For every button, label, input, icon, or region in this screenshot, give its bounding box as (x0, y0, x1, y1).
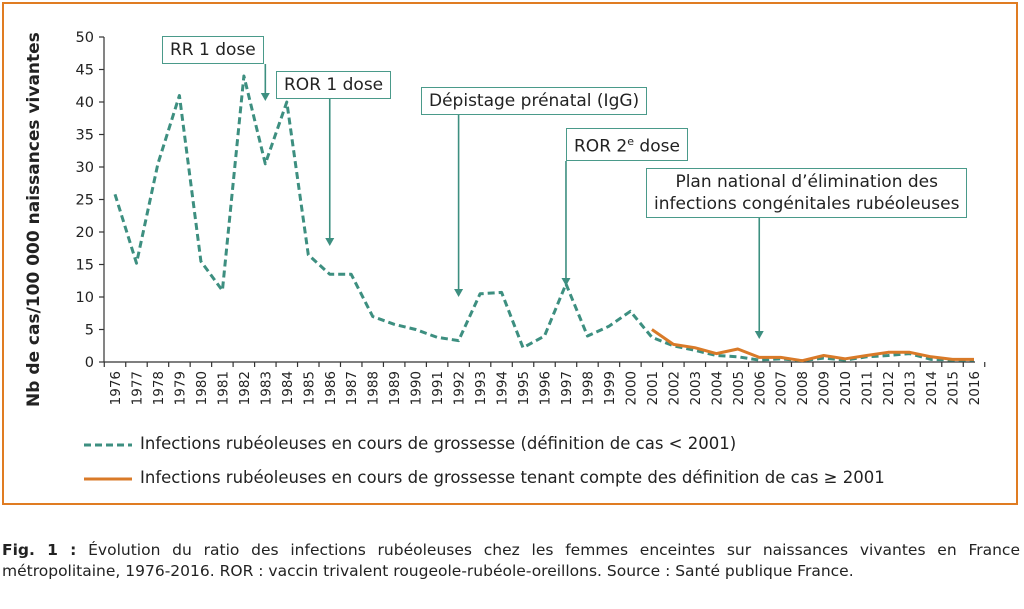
x-tick-label: 2014 (924, 371, 940, 405)
arrow-head-plan (754, 331, 764, 339)
x-tick-label: 2016 (967, 371, 983, 405)
annotation-depistage: Dépistage prénatal (IgG) (421, 87, 648, 115)
x-tick-label: 1982 (237, 371, 253, 405)
x-tick-label: 1984 (280, 371, 296, 405)
y-tick-label: 0 (85, 355, 94, 371)
x-tick-label: 1986 (323, 371, 339, 405)
x-tick-label: 1997 (559, 371, 575, 405)
annotation-rr1: RR 1 dose (162, 36, 264, 64)
series-line-0 (113, 74, 974, 363)
arrow-head-ror2 (561, 278, 571, 286)
x-tick-label: 1978 (151, 371, 167, 405)
legend-entry-dashed: Infections rubéoleuses en cours de gross… (140, 434, 737, 453)
x-tick-label: 2004 (709, 371, 725, 405)
annotation-superscript: e (627, 135, 635, 148)
y-axis-label: Nb de cas/100 000 naissances vivantes (24, 32, 44, 407)
annotation-ror1: ROR 1 dose (276, 71, 392, 99)
annotation-line: Plan national d’élimination des (675, 172, 938, 192)
x-tick-label: 1994 (495, 371, 511, 405)
y-tick-label: 25 (76, 193, 94, 209)
x-tick-label: 2000 (623, 371, 639, 405)
legend-lines (84, 443, 132, 481)
figure-frame (2, 2, 1018, 505)
x-tick-label: 2001 (645, 371, 661, 405)
x-ticks: 1976 1977 1978 1979 1980 1981 1982 1983 1984 1985… (103, 362, 986, 405)
y-tick-label: 20 (76, 225, 94, 241)
x-tick-label: 2008 (795, 371, 811, 405)
y-tick-label: 45 (76, 63, 94, 79)
y-tick-label: 35 (76, 128, 94, 144)
annotation-line: ROR 1 dose (284, 75, 384, 95)
x-tick-label: 2005 (731, 371, 747, 405)
y-ticks: 0 5 10 15 20 25 30 35 40 45 50 (76, 30, 104, 371)
x-tick-label: 2012 (881, 371, 897, 405)
x-tick-label: 1992 (452, 371, 468, 405)
chart: 0 5 10 15 20 25 30 35 40 45 50 1976 1977 1978 1979 198… (76, 30, 986, 481)
annotation-line: Dépistage prénatal (IgG) (429, 91, 640, 111)
series-lines (113, 74, 974, 363)
annotation-plan: Plan national d’élimination des infection… (646, 168, 968, 218)
x-tick-label: 1983 (258, 371, 274, 405)
annotation-line: infections congénitales rubéoleuses (654, 194, 960, 214)
x-tick-label: 2013 (903, 371, 919, 405)
x-tick-label: 1985 (301, 371, 317, 405)
x-tick-label: 1993 (473, 371, 489, 405)
legend-entry-solid: Infections rubéoleuses en cours de gross… (140, 468, 885, 487)
caption-text: Évolution du ratio des infections rubéol… (2, 541, 1020, 580)
x-tick-label: 1991 (430, 371, 446, 405)
annotation-line: RR 1 dose (170, 40, 256, 60)
y-tick-label: 30 (76, 160, 94, 176)
x-tick-label: 1990 (409, 371, 425, 405)
x-tick-label: 2009 (817, 371, 833, 405)
x-tick-label: 1976 (108, 371, 124, 405)
y-tick-label: 40 (76, 95, 94, 111)
y-tick-label: 50 (76, 30, 94, 46)
x-tick-label: 2007 (774, 371, 790, 405)
annotation-arrows (260, 64, 764, 339)
caption-label: Fig. 1 : (2, 541, 77, 559)
x-tick-label: 1989 (387, 371, 403, 405)
x-tick-label: 1977 (129, 371, 145, 405)
x-tick-label: 1999 (602, 371, 618, 405)
x-tick-label: 1987 (344, 371, 360, 405)
series-line-1 (651, 328, 974, 363)
arrow-head-ror1 (325, 238, 335, 246)
figure-caption: Fig. 1 : Évolution du ratio des infectio… (2, 540, 1020, 582)
y-tick-label: 10 (76, 290, 94, 306)
x-tick-label: 2011 (860, 371, 876, 405)
x-tick-label: 1979 (172, 371, 188, 405)
x-tick-label: 2015 (946, 371, 962, 405)
annotation-text: dose (634, 136, 680, 157)
x-tick-label: 1981 (215, 371, 231, 405)
arrow-head-rr1 (260, 93, 270, 101)
x-tick-label: 1995 (516, 371, 532, 405)
annotation-ror2: ROR 2e dose (566, 128, 688, 161)
x-tick-label: 1996 (538, 371, 554, 405)
y-tick-label: 5 (85, 323, 94, 339)
x-tick-label: 2003 (688, 371, 704, 405)
arrow-head-depistage (454, 289, 464, 297)
y-tick-label: 15 (76, 258, 94, 274)
annotation-text: ROR 2 (574, 136, 628, 157)
x-tick-label: 1980 (194, 371, 210, 405)
x-tick-label: 1988 (366, 371, 382, 405)
x-tick-label: 2002 (666, 371, 682, 405)
x-tick-label: 2010 (838, 371, 854, 405)
x-tick-label: 1998 (580, 371, 596, 405)
x-tick-label: 2006 (752, 371, 768, 405)
